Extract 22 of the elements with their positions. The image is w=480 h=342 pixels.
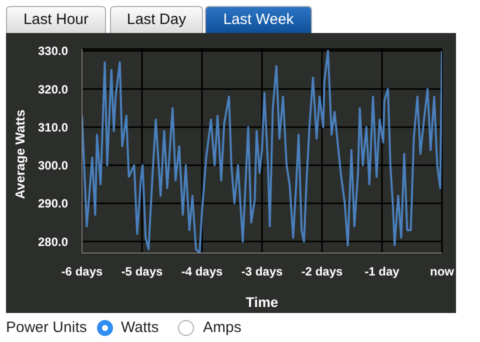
- text: Power Units: [6, 319, 87, 336]
- y-axis-title: Average Watts: [12, 110, 28, 199]
- x-axis-title: Time: [246, 294, 278, 310]
- x-tick-label: -1 day: [364, 264, 400, 279]
- y-tick-label: 300.0: [38, 158, 68, 173]
- line-series: [82, 50, 442, 253]
- tab-button: Last Hour: [6, 6, 106, 33]
- x-tick-label: -3 days: [241, 264, 283, 279]
- text: Amps: [203, 319, 242, 336]
- y-tick-label: 310.0: [38, 120, 68, 134]
- y-tick-label: 330.0: [38, 44, 68, 58]
- tab-button: Last Week: [205, 6, 312, 33]
- text: Watts: [121, 319, 159, 336]
- tab-button: Last Day: [110, 6, 203, 33]
- y-tick-label: 320.0: [38, 82, 68, 96]
- x-tick-label: -4 days: [181, 264, 223, 279]
- y-tick-label: 290.0: [38, 196, 68, 211]
- x-tick-label: now: [430, 264, 455, 279]
- x-tick-label: -5 days: [121, 264, 163, 279]
- x-tick-label: -2 days: [301, 264, 343, 279]
- y-tick-label: 280.0: [38, 234, 68, 249]
- x-tick-label: -6 days: [61, 264, 103, 279]
